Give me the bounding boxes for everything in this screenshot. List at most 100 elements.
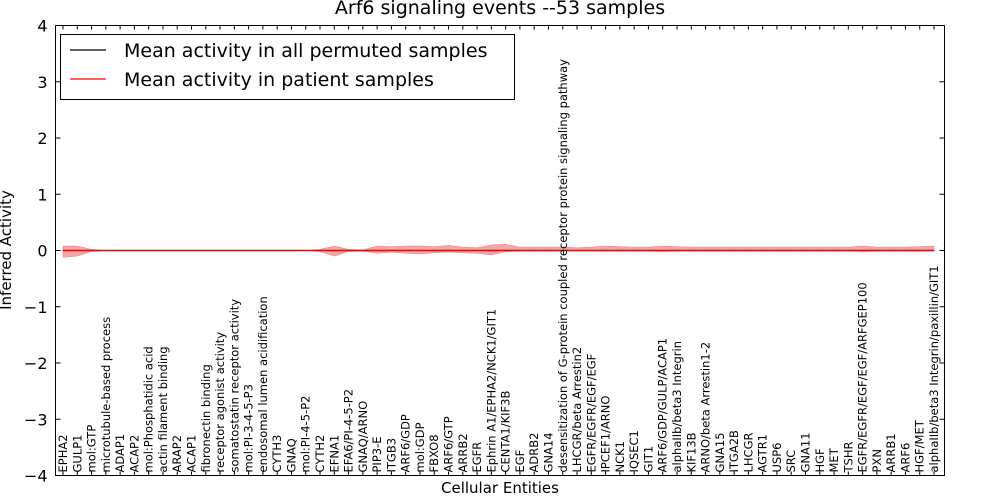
data-point	[576, 249, 578, 252]
x-category-label: IPCEF1/ARNO	[599, 396, 613, 473]
chart-title: Arf6 signaling events --53 samples	[335, 0, 665, 19]
data-point	[490, 249, 492, 252]
y-tick-label: −2	[24, 354, 48, 373]
plot-area	[62, 244, 935, 258]
data-point	[433, 249, 435, 252]
data-point	[419, 249, 421, 252]
data-point	[447, 249, 450, 252]
data-point	[91, 249, 93, 252]
data-point	[319, 249, 321, 252]
x-category-label: ARF6/GDP	[399, 414, 413, 472]
x-category-label: GNAQ/ARNO	[356, 401, 370, 473]
x-category-label: receptor agonist activity	[213, 332, 227, 473]
x-category-label: EGFR/EGFR/EGF/EGF/ARFGEP100	[856, 282, 870, 472]
x-category-label: GNA11	[799, 432, 813, 472]
y-tick-label: 2	[37, 129, 47, 148]
x-category-label: GNA15	[713, 432, 727, 472]
data-point	[547, 249, 550, 252]
x-category-label: ACAP1	[185, 435, 199, 473]
x-category-label: HGF	[813, 448, 827, 472]
x-category-label: GNAQ	[285, 438, 299, 472]
data-point	[233, 249, 235, 252]
data-point	[605, 249, 607, 252]
x-category-label: alphaIIb/beta3 Integrin	[670, 341, 684, 473]
data-point	[290, 249, 293, 252]
data-point	[190, 249, 193, 252]
x-category-label: HGF/MET	[913, 419, 927, 472]
data-point	[590, 249, 592, 252]
x-category-label: ARF6	[898, 443, 912, 473]
data-point	[376, 249, 378, 252]
x-category-label: GULP1	[70, 435, 84, 473]
x-category-label: alphaIIb/beta3 Integrin/paxillin/GIT1	[927, 265, 941, 472]
data-point	[533, 249, 535, 252]
data-point	[333, 249, 335, 252]
data-point	[248, 249, 250, 252]
data-point	[876, 249, 878, 252]
x-category-label: ARF6/GDP/GULP/ACAP1	[656, 338, 670, 473]
data-point	[62, 249, 64, 252]
x-category-label: mol:GDP	[413, 422, 427, 472]
data-point	[219, 249, 221, 252]
data-point	[462, 249, 464, 252]
data-point	[119, 249, 121, 252]
x-category-label: EFA6/PI-4-5-P2	[342, 389, 356, 473]
data-point	[348, 249, 350, 252]
data-point	[148, 249, 150, 252]
y-axis: −4 −3 −2 −1 0 1 2 3 4	[24, 17, 945, 486]
data-point	[833, 249, 835, 252]
x-category-label: ARAP2	[170, 435, 184, 473]
x-category-label: ITGB3	[384, 438, 398, 473]
y-tick-label: −3	[24, 410, 48, 429]
data-point	[690, 249, 692, 252]
x-category-label: ADAP1	[113, 434, 127, 473]
x-category-label: endosomal lumen acidification	[256, 296, 270, 472]
y-tick-label: 1	[37, 185, 47, 204]
x-category-label: GNA14	[542, 432, 556, 472]
x-category-label: ARNO/beta Arrestin1-2	[699, 342, 713, 473]
data-point	[647, 249, 650, 252]
data-point	[804, 249, 807, 252]
x-category-label: mol:PI-3-4-5-P3	[242, 384, 256, 472]
data-point	[762, 249, 764, 252]
x-category-label: PXN	[870, 449, 884, 472]
x-category-label: PIP3-E	[370, 437, 384, 473]
data-point	[776, 249, 778, 252]
data-point	[733, 249, 735, 252]
x-category-label: somatostatin receptor activity	[227, 299, 241, 473]
x-category-label: USP6	[770, 443, 784, 473]
data-point	[133, 249, 135, 252]
data-point	[205, 249, 207, 252]
x-category-label: SRC	[784, 450, 798, 473]
data-point	[176, 249, 178, 252]
data-point	[276, 249, 278, 252]
x-category-label: ARRB2	[456, 433, 470, 472]
x-category-label: CYTH2	[313, 435, 327, 473]
x-category-label: microtubule-based process	[99, 317, 113, 473]
x-axis-title: Cellular Entities	[441, 479, 559, 497]
y-tick-label: 3	[37, 73, 47, 92]
x-category-label: CYTH3	[270, 435, 284, 473]
data-point	[105, 249, 107, 252]
data-point	[162, 249, 164, 252]
x-category-label: ADRB2	[527, 433, 541, 473]
data-point	[704, 249, 707, 252]
data-point	[76, 249, 78, 252]
data-point	[505, 249, 507, 252]
x-category-label: IQSEC1	[627, 430, 641, 472]
data-point	[790, 249, 792, 252]
x-category-label: MET	[827, 447, 841, 472]
data-point	[919, 249, 921, 252]
data-point	[662, 249, 664, 252]
x-category-label: ARRB1	[884, 433, 898, 472]
x-category-label: KIF13B	[684, 432, 698, 472]
y-tick-label: 4	[37, 17, 47, 36]
y-tick-label: 0	[37, 242, 47, 261]
x-category-label: GIT1	[641, 446, 655, 473]
data-point	[676, 249, 678, 252]
x-category-label: ARF6/GTP	[442, 416, 456, 472]
y-tick-label: −1	[24, 298, 48, 317]
data-point	[633, 249, 635, 252]
x-category-label: EPHA2	[56, 434, 70, 472]
